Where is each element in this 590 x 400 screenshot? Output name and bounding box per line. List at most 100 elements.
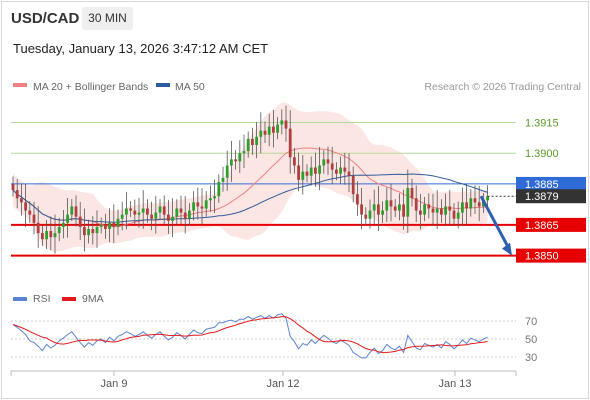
candle-body: [414, 198, 418, 211]
candle-body: [141, 208, 145, 213]
candle-body: [276, 124, 279, 133]
candle-body: [28, 210, 32, 215]
candle-body: [209, 198, 212, 201]
candle-body: [230, 159, 233, 166]
candle-body: [322, 159, 326, 166]
candle-body: [74, 206, 78, 217]
candle-body: [259, 130, 263, 137]
candle-body: [381, 210, 384, 215]
ma50-line: [12, 173, 488, 223]
candle-body: [213, 196, 216, 199]
candle-body: [351, 175, 355, 195]
candle-body: [24, 202, 27, 211]
candle-body: [53, 233, 57, 238]
candle-body: [78, 216, 82, 227]
timestamp: Tuesday, January 13, 2026 3:47:12 AM CET: [13, 41, 269, 56]
candle-body: [120, 214, 124, 219]
candle-body: [36, 222, 40, 234]
x-tick-label: Jan 13: [438, 378, 471, 390]
level-label-bg-support: [516, 248, 586, 263]
candle-body: [171, 216, 174, 221]
candle-body: [246, 138, 250, 152]
candle-body: [49, 231, 53, 238]
candle-body: [263, 130, 267, 135]
level-label: 1.3900: [525, 148, 559, 160]
candle-body: [104, 224, 107, 229]
candle-body: [83, 226, 86, 236]
candle-body: [15, 190, 19, 199]
candle-body: [309, 167, 313, 176]
candle-body: [444, 206, 447, 215]
legend-label-rsi: RSI: [33, 293, 51, 305]
candle-body: [267, 126, 271, 135]
x-tick-label: Jan 12: [266, 378, 299, 390]
candle-body: [183, 212, 187, 219]
legend-label-ma20: MA 20 + Bollinger Bands: [33, 81, 148, 93]
candle-body: [297, 165, 300, 180]
candle-body: [385, 200, 389, 211]
legend-label-ma50: MA 50: [175, 81, 205, 93]
last-price-label: 1.3879: [525, 191, 559, 203]
candle-body: [435, 208, 439, 213]
rsi-tick-label: 30: [525, 352, 537, 364]
rsi-9ma-line: [12, 316, 488, 354]
timeframe-badge[interactable]: 30 MIN: [82, 7, 133, 30]
candle-body: [448, 206, 452, 211]
candle-body: [238, 153, 242, 162]
legend-swatch-rsi: [13, 297, 27, 301]
candle-body: [410, 188, 414, 199]
level-label: 1.3850: [525, 251, 559, 263]
candle-body: [62, 222, 65, 227]
candle-body: [87, 228, 90, 236]
candle-body: [364, 214, 368, 219]
candle-body: [473, 198, 477, 203]
candle-body: [402, 204, 405, 217]
candle-body: [465, 202, 468, 209]
candle-body: [469, 198, 473, 209]
candle-body: [360, 204, 363, 215]
candle-body: [314, 167, 317, 174]
forecast-arrow-head: [502, 242, 512, 256]
legend-label-9ma: 9MA: [82, 293, 104, 305]
candle-body: [431, 208, 435, 213]
candle-body: [99, 224, 103, 227]
candle-body: [11, 183, 15, 191]
level-label-bg-support: [516, 217, 586, 232]
candle-body: [255, 136, 258, 146]
candle-body: [440, 208, 443, 215]
candle-body: [129, 208, 132, 211]
candle-body: [146, 208, 149, 215]
candle-body: [452, 210, 456, 219]
candle-body: [221, 177, 225, 182]
legend-swatch-ma50: [156, 83, 170, 87]
candle-body: [217, 181, 221, 197]
level-label: 1.3915: [525, 117, 559, 129]
candle-body: [335, 169, 338, 174]
candle-body: [125, 208, 128, 215]
candle-body: [137, 212, 141, 215]
candle-body: [150, 214, 153, 219]
candle-body: [57, 226, 61, 234]
candle-body: [192, 202, 195, 211]
candle-body: [91, 228, 95, 234]
candle-body: [200, 206, 204, 209]
level-label-bg-pivot: [516, 176, 586, 191]
forecast-arrow-shaft: [479, 195, 512, 252]
candle-body: [477, 202, 481, 207]
candle-body: [112, 222, 116, 227]
candle-body: [456, 212, 460, 219]
candle-body: [154, 212, 158, 219]
candle-body: [461, 202, 464, 213]
symbol-title: USD/CAD: [11, 10, 80, 27]
rsi-line: [12, 313, 488, 359]
rsi-tick-label: 50: [525, 334, 537, 346]
candle-body: [419, 210, 422, 215]
candle-body: [167, 214, 170, 221]
candle-body: [225, 165, 229, 178]
candle-body: [301, 171, 305, 180]
candle-body: [175, 208, 179, 217]
candle-body: [108, 222, 111, 229]
legend-swatch-9ma: [62, 297, 76, 301]
candle-body: [133, 210, 137, 215]
candle-body: [293, 157, 296, 166]
